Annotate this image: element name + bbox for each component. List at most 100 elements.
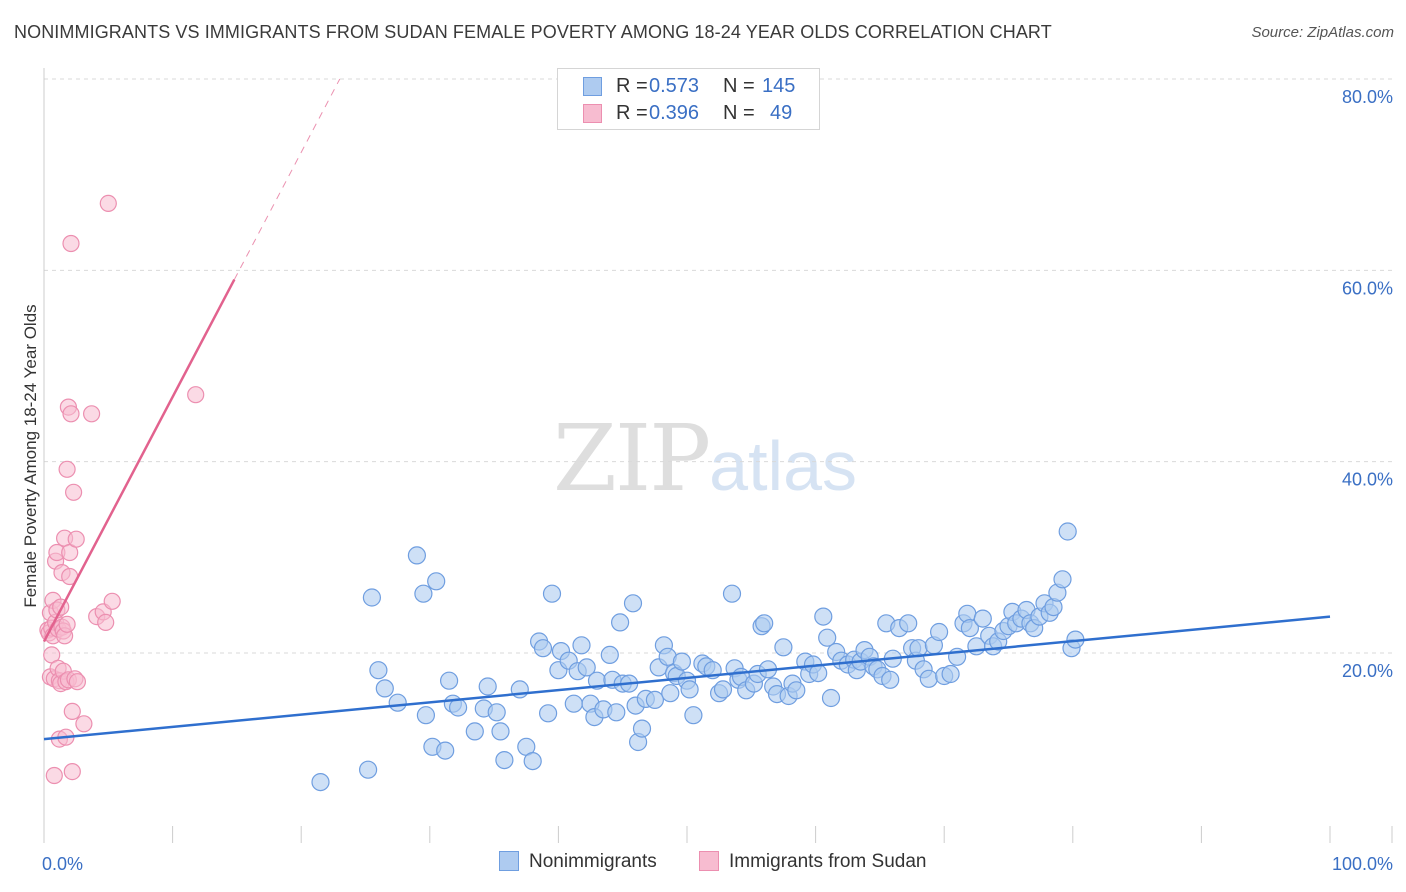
sudan-point (99, 194, 117, 212)
x-tick-label: 0.0% (42, 854, 83, 874)
sudan-point (58, 615, 76, 633)
nonimmigrant-point (523, 751, 542, 771)
sudan-trend-line (42, 278, 236, 643)
r-label: R = (616, 102, 648, 124)
nonimmigrant-point (362, 588, 381, 607)
nonimmigrant-point (449, 698, 468, 717)
sudan-point (58, 460, 76, 478)
n-label: N = (723, 102, 755, 124)
legend-item-sudan[interactable]: Immigrants from Sudan (699, 851, 926, 873)
series-legend: Nonimmigrants Immigrants from Sudan (0, 851, 1406, 879)
legend-label: Nonimmigrants (529, 851, 657, 872)
legend-swatch-blue (583, 77, 602, 96)
sudan-point (63, 702, 81, 721)
sudan-trend-extension (233, 78, 341, 280)
chart-title: NONIMMIGRANTS VS IMMIGRANTS FROM SUDAN F… (14, 22, 1052, 42)
nonimmigrants-points (311, 522, 1085, 792)
nonimmigrant-point (632, 719, 652, 738)
sudan-point (63, 762, 81, 781)
nonimmigrant-point (973, 609, 992, 628)
nonimmigrant-point (465, 722, 484, 741)
sudan-point (64, 483, 83, 501)
legend-swatch-blue (499, 851, 519, 871)
x-tick-label: 100.0% (1332, 854, 1393, 874)
sudan-point (75, 715, 93, 733)
y-tick-label: 80.0% (1342, 87, 1393, 107)
nonimmigrant-point (538, 704, 558, 723)
watermark: ZIPatlas (553, 405, 857, 512)
r-value: 0.573 (649, 75, 700, 97)
y-tick-label: 60.0% (1342, 278, 1393, 298)
nonimmigrant-point (359, 760, 378, 779)
watermark-zip: ZIP (553, 405, 711, 512)
nonimmigrant-point (672, 652, 692, 671)
nonimmigrant-point (495, 750, 514, 770)
trend-lines (42, 78, 1331, 741)
n-value: 49 (770, 102, 793, 124)
axis-labels: 20.0% 40.0% 60.0% 80.0% 0.0% 100.0% Female Pov… (21, 87, 1393, 874)
nonimmigrant-point (369, 661, 388, 680)
sudan-point (68, 673, 87, 691)
nonimmigrant-point (600, 645, 619, 665)
correlation-legend: R = 0.573 N = 145 R = 0.396 N = 49 (557, 68, 820, 130)
nonimmigrant-point (661, 684, 680, 703)
y-axis-title: Female Poverty Among 18-24 Year Olds (21, 304, 40, 607)
nonimmigrant-point (623, 594, 643, 613)
nonimmigrant-point (1053, 570, 1072, 589)
nonimmigrant-point (814, 607, 833, 626)
nonimmigrant-point (680, 680, 699, 699)
nonimmigrant-point (388, 693, 407, 712)
nonimmigrant-point (564, 694, 583, 713)
nonimmigrant-point (572, 636, 591, 655)
nonimmigrant-point (881, 670, 900, 689)
nonimmigrant-point (610, 613, 630, 632)
r-value: 0.396 (649, 102, 700, 124)
nonimmigrant-point (478, 677, 497, 696)
nonimmigrants-trend-line (43, 615, 1331, 741)
nonimmigrant-point (941, 664, 960, 684)
sudan-point (62, 405, 80, 423)
nonimmigrant-point (491, 722, 510, 741)
nonimmigrant-point (713, 680, 733, 699)
nonimmigrant-point (311, 772, 330, 792)
nonimmigrant-point (755, 614, 774, 633)
n-label: N = (723, 75, 755, 97)
nonimmigrant-point (414, 584, 433, 603)
nonimmigrant-point (607, 703, 626, 722)
legend-swatch-pink (699, 851, 719, 871)
watermark-atlas: atlas (709, 427, 858, 505)
nonimmigrant-point (533, 639, 553, 658)
sudan-point (97, 613, 115, 632)
nonimmigrant-point (1058, 522, 1077, 541)
legend-label: Immigrants from Sudan (729, 851, 927, 872)
sudan-point (67, 530, 85, 548)
legend-swatch-pink (583, 104, 602, 123)
nonimmigrant-point (375, 679, 394, 698)
nonimmigrant-point (577, 658, 596, 677)
axes (43, 68, 1393, 843)
nonimmigrant-point (440, 671, 459, 690)
nonimmigrant-point (899, 614, 918, 633)
nonimmigrant-point (436, 741, 455, 760)
sudan-point (187, 386, 205, 404)
nonimmigrant-point (787, 681, 806, 700)
nonimmigrant-point (774, 638, 793, 657)
nonimmigrant-point (929, 622, 949, 642)
gridlines (44, 78, 1392, 654)
nonimmigrant-point (427, 572, 446, 591)
nonimmigrant-point (487, 703, 506, 722)
sudan-points (39, 194, 205, 785)
legend-item-nonimmigrants[interactable]: Nonimmigrants (499, 851, 657, 873)
nonimmigrant-point (542, 584, 562, 603)
sudan-point (45, 766, 63, 785)
sudan-point (62, 234, 80, 253)
nonimmigrant-point (919, 669, 938, 688)
nonimmigrant-point (684, 706, 703, 725)
nonimmigrant-point (818, 628, 837, 647)
nonimmigrant-point (416, 706, 435, 725)
y-tick-label: 20.0% (1342, 661, 1393, 681)
n-value: 145 (762, 75, 796, 97)
sudan-point (82, 405, 101, 423)
r-label: R = (616, 75, 648, 97)
